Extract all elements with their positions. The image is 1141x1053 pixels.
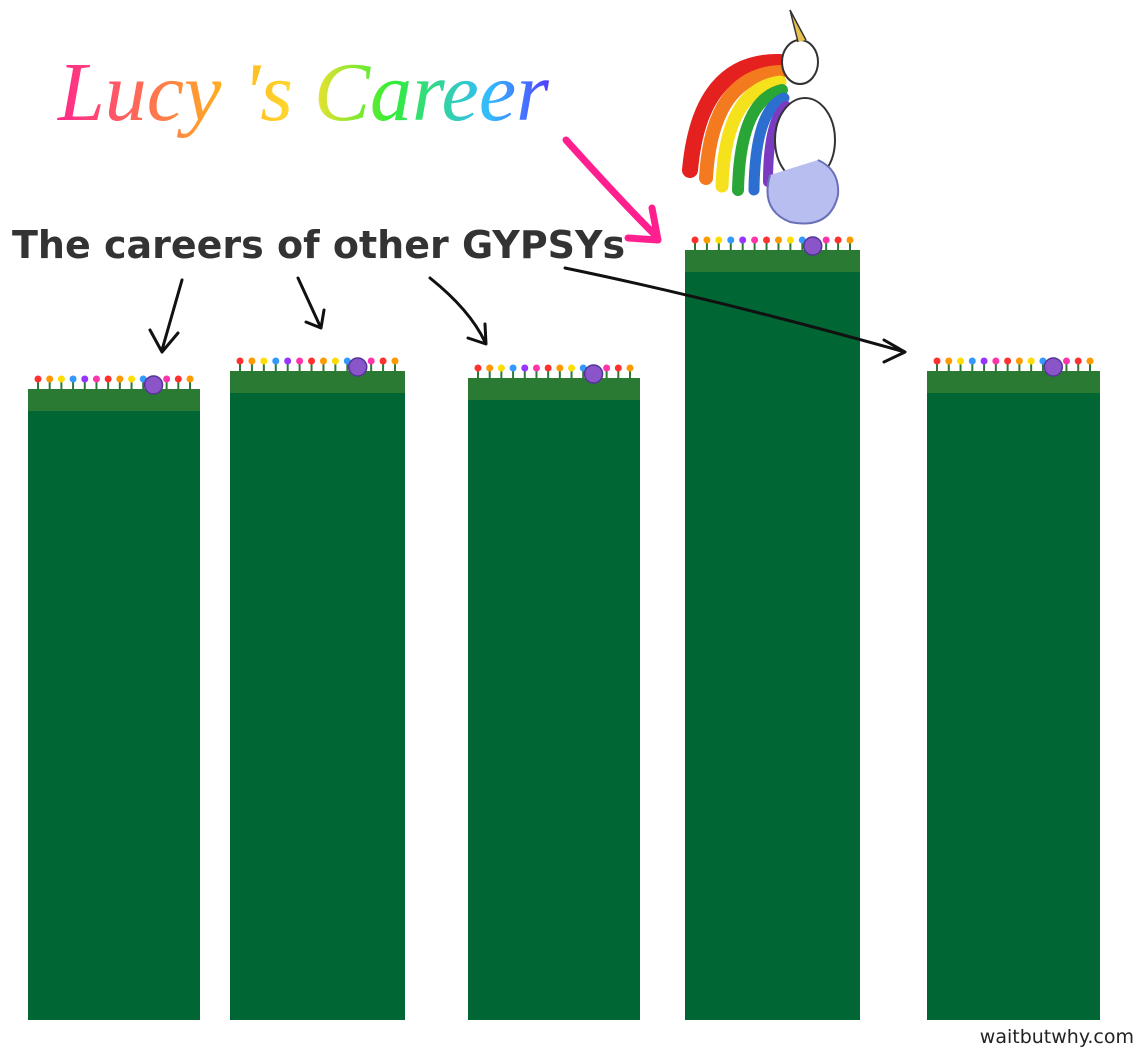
title: Lucy 's Career xyxy=(57,46,549,139)
flower xyxy=(46,375,54,383)
flower xyxy=(945,357,953,365)
flower xyxy=(116,375,124,383)
grass-strip xyxy=(927,371,1100,393)
flower xyxy=(603,364,611,372)
flower xyxy=(774,236,782,244)
flower xyxy=(715,236,723,244)
flower xyxy=(260,357,268,365)
flower xyxy=(57,375,65,383)
arrow xyxy=(563,266,907,364)
flower xyxy=(174,375,182,383)
flower xyxy=(544,364,552,372)
flower xyxy=(992,357,1000,365)
flower xyxy=(143,375,164,395)
flower xyxy=(348,357,368,377)
unicorn xyxy=(682,9,840,225)
flower xyxy=(556,364,564,372)
career-bar xyxy=(468,384,640,1020)
flower xyxy=(248,357,256,365)
grass-strip xyxy=(230,371,405,393)
flower xyxy=(1074,357,1082,365)
flower xyxy=(968,357,976,365)
flower xyxy=(1062,357,1070,365)
flower xyxy=(104,375,112,383)
arrows xyxy=(148,136,907,364)
flower xyxy=(497,364,505,372)
label: The careers of other GYPSYs xyxy=(12,223,625,267)
flower xyxy=(834,236,842,244)
flower xyxy=(128,375,136,383)
flower xyxy=(236,357,244,365)
flower xyxy=(284,357,292,365)
flower xyxy=(980,357,988,365)
flower xyxy=(1015,357,1023,365)
flower xyxy=(34,375,42,383)
flower xyxy=(521,364,529,372)
flower xyxy=(703,236,711,244)
flower xyxy=(739,236,747,244)
flower xyxy=(319,357,327,365)
flower xyxy=(272,357,280,365)
grass-strip xyxy=(685,250,860,272)
flower xyxy=(803,236,823,256)
arrow xyxy=(428,276,488,346)
flower xyxy=(1004,357,1012,365)
career-bar xyxy=(28,395,200,1020)
flower xyxy=(81,375,89,383)
flower xyxy=(751,236,759,244)
arrow xyxy=(148,278,184,354)
flower xyxy=(474,364,482,372)
flower xyxy=(727,236,735,244)
arrow xyxy=(296,276,326,330)
grass-strip xyxy=(468,378,640,400)
grass xyxy=(28,236,1100,411)
flower xyxy=(163,375,171,383)
flower xyxy=(614,364,622,372)
flower xyxy=(296,357,304,365)
flower xyxy=(186,375,194,383)
flower xyxy=(379,357,387,365)
flower xyxy=(308,357,316,365)
flower xyxy=(583,364,604,384)
career-bar xyxy=(927,377,1100,1020)
flower xyxy=(763,236,771,244)
flower xyxy=(92,375,100,383)
flower xyxy=(532,364,540,372)
flower xyxy=(1086,357,1094,365)
flower xyxy=(822,236,830,244)
bars xyxy=(28,256,1100,1020)
lucy-bar xyxy=(685,256,860,1020)
grass-strip xyxy=(28,389,200,411)
pink-arrow xyxy=(562,136,662,244)
flower xyxy=(957,357,965,365)
career-bar xyxy=(230,377,405,1020)
flower xyxy=(786,236,794,244)
flower xyxy=(486,364,494,372)
flower xyxy=(69,375,77,383)
flower xyxy=(367,357,375,365)
credit: waitbutwhy.com xyxy=(980,1026,1134,1048)
flower xyxy=(1027,357,1035,365)
flower xyxy=(1043,357,1064,377)
flower xyxy=(846,236,854,244)
flower xyxy=(568,364,576,372)
flower xyxy=(331,357,339,365)
flower xyxy=(933,357,941,365)
flower xyxy=(691,236,699,244)
flower xyxy=(391,357,399,365)
flower xyxy=(626,364,634,372)
flower xyxy=(509,364,517,372)
